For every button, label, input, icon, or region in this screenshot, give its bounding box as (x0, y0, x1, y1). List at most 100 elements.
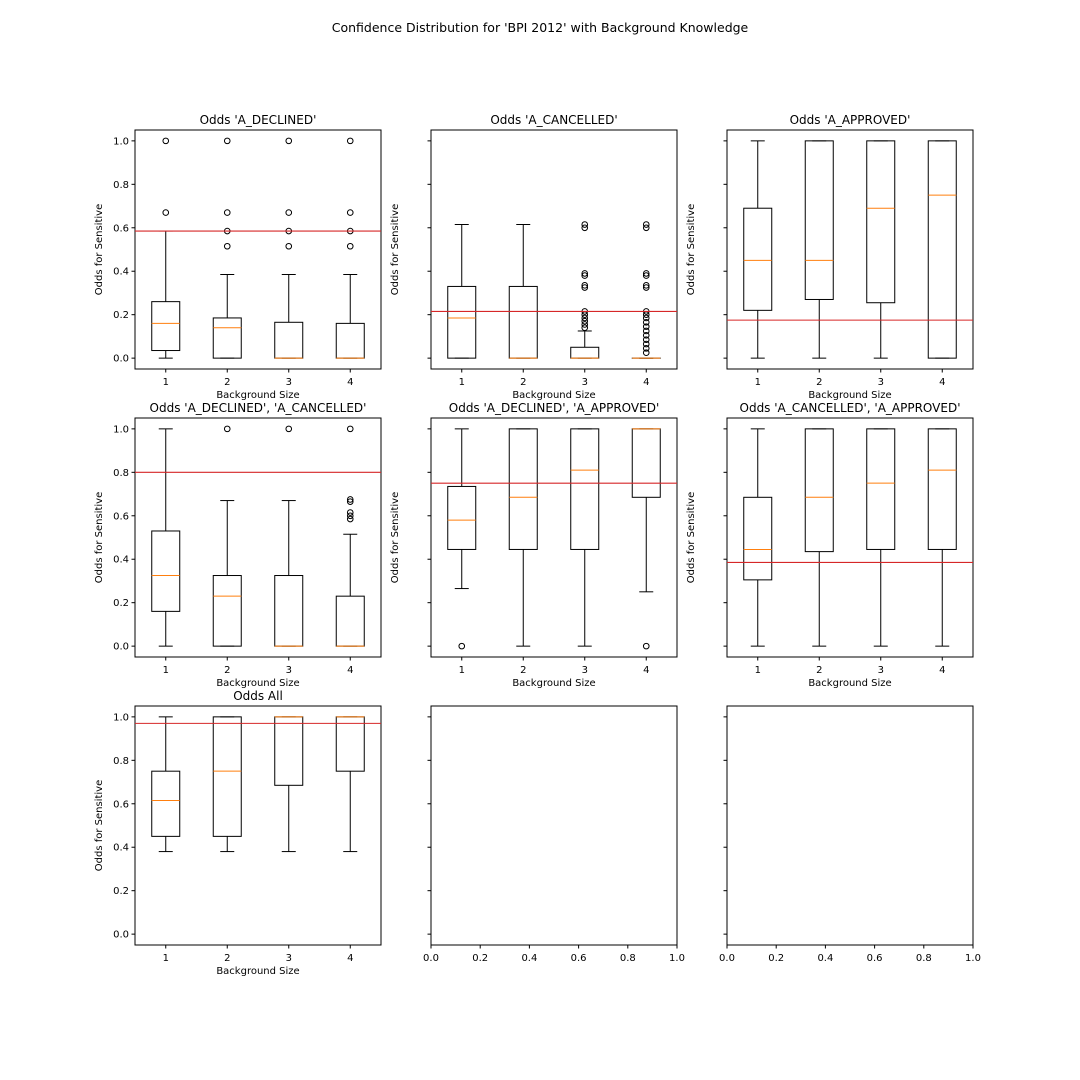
outlier-point (162, 137, 170, 145)
box-2 (508, 224, 538, 359)
box-3 (274, 137, 304, 359)
x-axis-label: Background Size (512, 390, 595, 401)
y-axis-label: Odds for Sensitive (686, 492, 697, 583)
x-tick-label: 4 (347, 665, 353, 676)
outlier-point (642, 272, 650, 279)
box-body (631, 428, 661, 498)
subplot-1: Odds 'A_DECLINED' 0.0 0.2 0.4 0.6 0.8 1.0 Odds … (94, 113, 382, 401)
x-tick-label: 2 (520, 377, 526, 388)
y-tick-label: 0.6 (113, 799, 129, 810)
outlier-point (642, 282, 650, 289)
x-axis-label: Background Size (808, 390, 891, 401)
subplot-3: Odds 'A_APPROVED' Odds for Sensitive 1 2 3 4 B… (686, 113, 974, 401)
x-tick-label: 2 (224, 377, 230, 388)
box-3 (570, 221, 600, 359)
box-4 (335, 425, 365, 647)
subplot-title: Odds 'A_DECLINED', 'A_APPROVED' (449, 401, 660, 415)
box-2 (212, 137, 242, 359)
box-1 (447, 428, 477, 650)
box-body (866, 428, 896, 550)
outlier-point (642, 314, 650, 322)
x-tick-label: 2 (816, 665, 822, 676)
y-tick-label: 0.0 (113, 930, 129, 941)
box-body (447, 485, 477, 550)
y-tick-label: 0.4 (113, 267, 129, 278)
subplot-title: Odds 'A_APPROVED' (790, 113, 911, 127)
box-body (151, 530, 181, 612)
x-tick-label: 0.8 (620, 953, 636, 964)
outlier-point (346, 498, 354, 505)
x-tick-label: 4 (939, 377, 945, 388)
subplot-9: 0.0 0.2 0.4 0.6 0.8 1.0 (719, 705, 981, 964)
x-tick-label: 4 (643, 377, 649, 388)
x-tick-label: 2 (224, 953, 230, 964)
x-axis-label: Background Size (808, 678, 891, 689)
box-body (866, 140, 896, 304)
x-tick-label: 2 (224, 665, 230, 676)
outlier-point (285, 242, 293, 250)
subplot-7: Odds All 0.0 0.2 0.4 0.6 0.8 1.0 Odds for Sensi… (94, 689, 382, 977)
x-tick-label: 3 (286, 377, 292, 388)
subplot-6: Odds 'A_CANCELLED', 'A_APPROVED' Odds for… (686, 401, 974, 689)
x-tick-label: 1.0 (669, 953, 685, 964)
subplot-title: Odds 'A_DECLINED' (200, 113, 317, 127)
x-tick-label: 0.8 (916, 953, 932, 964)
box-body (335, 716, 365, 772)
box-4 (631, 428, 661, 650)
outlier-point (581, 324, 589, 332)
x-tick-label: 0.2 (768, 953, 784, 964)
outlier-point (642, 642, 650, 650)
outlier-point (581, 321, 589, 328)
outlier-point (346, 512, 354, 520)
x-tick-label: 1 (163, 665, 169, 676)
box-3 (570, 428, 600, 647)
axes-frame (430, 129, 678, 370)
outlier-point (285, 425, 293, 433)
outlier-point (458, 642, 466, 650)
outlier-point (642, 349, 650, 357)
x-tick-label: 1 (755, 377, 761, 388)
x-tick-label: 0.2 (472, 953, 488, 964)
outlier-point (285, 137, 293, 145)
x-tick-label: 4 (347, 377, 353, 388)
box-body (212, 317, 242, 359)
outlier-point (581, 284, 589, 291)
box-1 (743, 140, 773, 359)
x-tick-label: 0.0 (423, 953, 439, 964)
x-tick-label: 3 (878, 665, 884, 676)
x-tick-label: 1 (755, 665, 761, 676)
y-axis-label: Odds for Sensitive (94, 780, 105, 871)
box-3 (274, 425, 304, 647)
x-tick-label: 0.6 (867, 953, 883, 964)
outlier-point (642, 332, 650, 339)
box-1 (447, 224, 477, 359)
x-axis-label: Background Size (216, 966, 299, 977)
box-body (212, 575, 242, 647)
x-tick-label: 1 (459, 377, 465, 388)
outlier-point (346, 496, 354, 503)
x-tick-label: 4 (939, 665, 945, 676)
box-body (274, 321, 304, 359)
y-tick-label: 0.0 (113, 354, 129, 365)
box-body (274, 716, 304, 786)
x-tick-label: 3 (286, 953, 292, 964)
outlier-point (642, 221, 650, 228)
y-tick-label: 0.2 (113, 598, 129, 609)
subplot-title: Odds 'A_DECLINED', 'A_CANCELLED' (150, 401, 367, 415)
y-tick-label: 0.6 (113, 511, 129, 522)
y-tick-label: 0.6 (113, 223, 129, 234)
outlier-point (581, 224, 589, 232)
outlier-point (581, 270, 589, 277)
y-axis-label: Odds for Sensitive (686, 204, 697, 295)
box-body (508, 428, 538, 550)
y-tick-label: 0.8 (113, 756, 129, 767)
axes-frame (134, 705, 382, 946)
box-body (212, 716, 242, 837)
x-axis-label: Background Size (512, 678, 595, 689)
x-tick-label: 3 (286, 665, 292, 676)
box-body (804, 140, 834, 300)
outlier-point (162, 209, 170, 216)
x-tick-label: 0.0 (719, 953, 735, 964)
outlier-point (581, 221, 589, 228)
y-tick-label: 0.4 (113, 555, 129, 566)
